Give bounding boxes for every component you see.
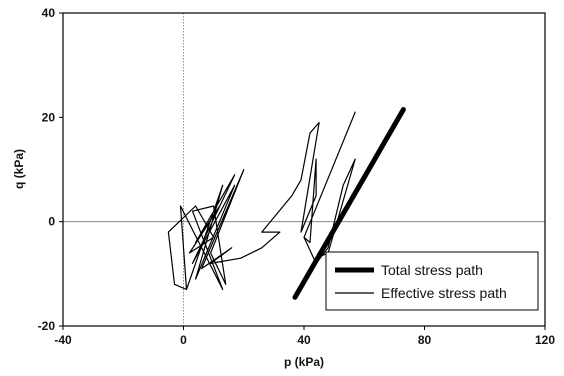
legend-box — [325, 251, 539, 311]
x-axis-title: p (kPa) — [284, 355, 324, 369]
x-tick-label: 80 — [418, 333, 432, 347]
series-line-total-stress-path — [292, 107, 406, 300]
y-tick-label: -20 — [38, 319, 56, 333]
x-tick-label: 40 — [297, 333, 311, 347]
x-tick-label: 0 — [180, 333, 187, 347]
y-tick-label: 20 — [42, 110, 56, 124]
legend-label-effective-stress-path: Effective stress path — [381, 285, 507, 301]
series-line-effective-stress-path — [167, 111, 356, 296]
y-axis-title: q (kPa) — [12, 149, 26, 189]
y-tick-label: 0 — [48, 215, 55, 229]
y-tick-label: 40 — [42, 6, 56, 20]
ticks-layer: -40 0 40 80 120 -20 0 20 40 — [38, 6, 556, 347]
legend: Total stress path Effective stress path — [325, 251, 539, 311]
series-layer — [167, 107, 406, 300]
zero-reference-lines — [63, 13, 545, 326]
x-tick-label: 120 — [535, 333, 555, 347]
x-tick-label: -40 — [54, 333, 72, 347]
legend-label-total-stress-path: Total stress path — [381, 262, 483, 278]
